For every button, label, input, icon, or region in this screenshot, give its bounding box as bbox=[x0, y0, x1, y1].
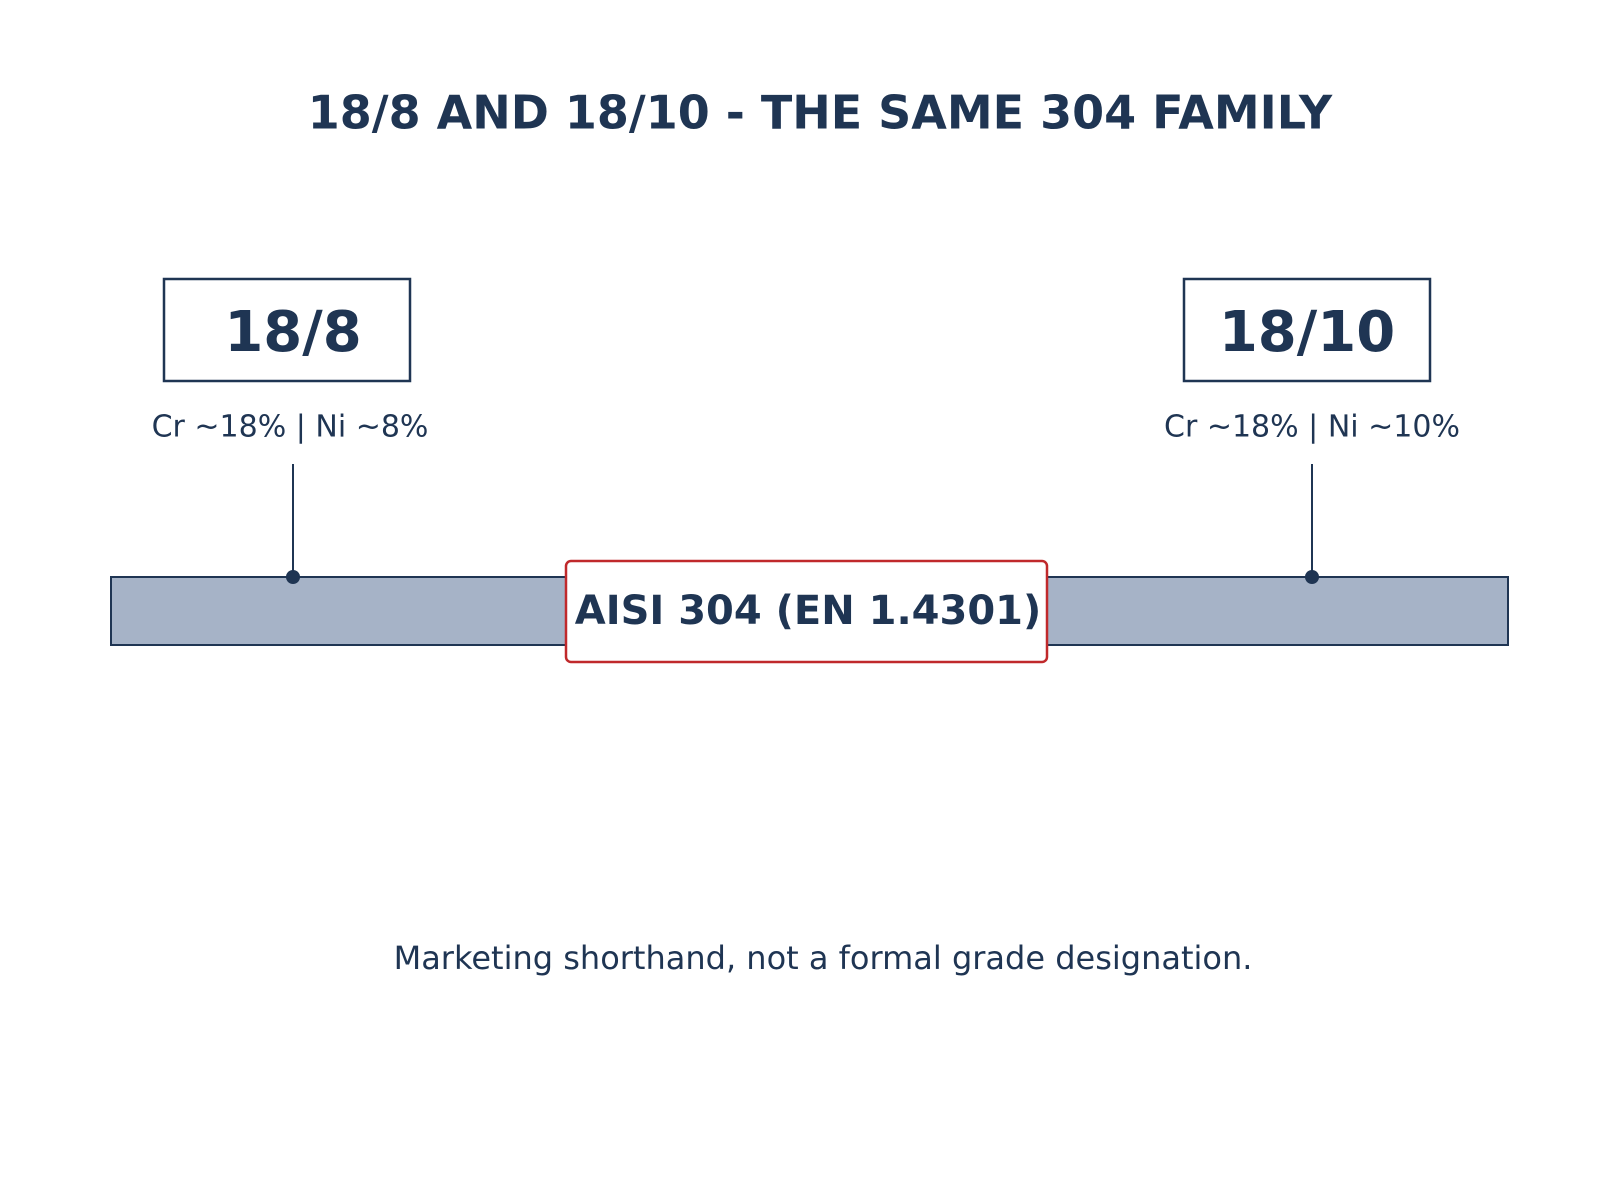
title: 18/8 AND 18/10 - THE SAME 304 FAMILY bbox=[308, 86, 1333, 140]
connector-dot bbox=[1305, 570, 1319, 584]
node-label: 18/10 bbox=[1219, 300, 1395, 365]
node-box bbox=[1182, 277, 1432, 383]
node-box bbox=[162, 277, 412, 383]
node-composition: Cr ~18% | Ni ~10% bbox=[1164, 410, 1460, 445]
center-label: AISI 304 (EN 1.4301) bbox=[575, 588, 1042, 634]
footnote: Marketing shorthand, not a formal grade … bbox=[394, 939, 1253, 977]
connector-dot bbox=[286, 570, 300, 584]
center-box bbox=[564, 559, 1049, 664]
node-label: 18/8 bbox=[224, 300, 361, 365]
node-composition: Cr ~18% | Ni ~8% bbox=[152, 410, 429, 445]
